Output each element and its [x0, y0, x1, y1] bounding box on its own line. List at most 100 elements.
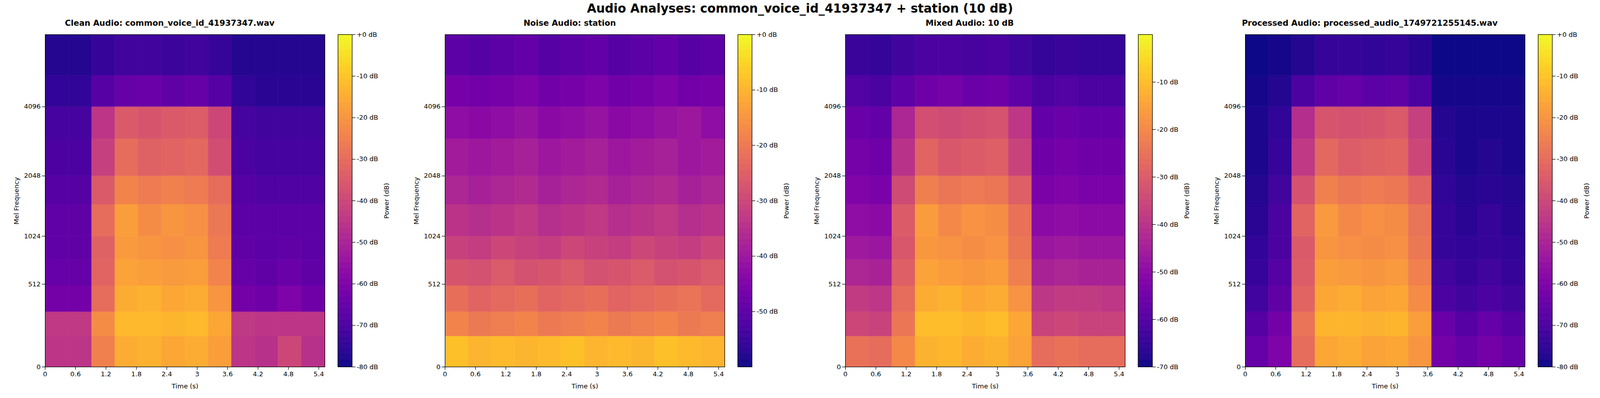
svg-text:2048: 2048: [424, 171, 441, 180]
svg-text:2048: 2048: [1223, 171, 1241, 180]
svg-text:1024: 1024: [24, 232, 41, 240]
svg-text:-60 dB: -60 dB: [1556, 279, 1579, 288]
svg-text:-20 dB: -20 dB: [756, 141, 779, 149]
svg-text:3.6: 3.6: [622, 370, 634, 378]
svg-text:0: 0: [836, 363, 841, 371]
svg-text:-50 dB: -50 dB: [1156, 268, 1179, 276]
svg-text:Time (s): Time (s): [171, 382, 199, 390]
svg-text:4.8: 4.8: [1483, 370, 1494, 378]
svg-text:3.6: 3.6: [1022, 370, 1034, 378]
svg-text:Power (dB): Power (dB): [782, 182, 791, 219]
svg-text:4096: 4096: [823, 102, 841, 111]
svg-text:512: 512: [828, 280, 841, 288]
svg-text:-40 dB: -40 dB: [756, 251, 779, 260]
svg-text:-20 dB: -20 dB: [1556, 113, 1579, 122]
svg-text:Time (s): Time (s): [971, 382, 999, 390]
svg-text:4096: 4096: [1223, 102, 1241, 111]
svg-text:0: 0: [1236, 363, 1241, 371]
svg-text:0: 0: [443, 370, 448, 378]
svg-text:1.2: 1.2: [100, 370, 112, 378]
svg-text:1.8: 1.8: [531, 370, 542, 378]
svg-text:+0 dB: +0 dB: [1556, 30, 1577, 39]
svg-text:-30 dB: -30 dB: [1156, 173, 1179, 181]
svg-text:-30 dB: -30 dB: [356, 155, 379, 163]
svg-text:1.8: 1.8: [931, 370, 942, 378]
svg-text:Mel Frequency: Mel Frequency: [412, 176, 421, 225]
svg-text:512: 512: [28, 280, 41, 288]
svg-text:1024: 1024: [823, 232, 841, 240]
svg-text:-10 dB: -10 dB: [356, 72, 379, 80]
svg-text:-70 dB: -70 dB: [1156, 363, 1179, 371]
svg-text:0.6: 0.6: [1270, 370, 1281, 378]
svg-text:-40 dB: -40 dB: [1156, 220, 1179, 229]
svg-text:2.4: 2.4: [561, 370, 573, 378]
svg-text:1.2: 1.2: [1300, 370, 1312, 378]
svg-text:1.2: 1.2: [500, 370, 512, 378]
svg-text:+0 dB: +0 dB: [756, 30, 778, 39]
svg-text:512: 512: [1228, 280, 1242, 288]
svg-text:0.6: 0.6: [470, 370, 482, 378]
svg-text:Power (dB): Power (dB): [1182, 182, 1191, 219]
svg-text:0: 0: [1243, 370, 1248, 378]
svg-text:-30 dB: -30 dB: [1556, 155, 1579, 163]
svg-text:3.6: 3.6: [1422, 370, 1433, 378]
svg-text:3: 3: [995, 370, 1000, 378]
svg-text:0: 0: [36, 363, 41, 371]
svg-text:-10 dB: -10 dB: [1156, 78, 1179, 86]
svg-text:4.2: 4.2: [1052, 370, 1064, 378]
svg-text:-80 dB: -80 dB: [1556, 363, 1579, 371]
svg-text:-40 dB: -40 dB: [1556, 196, 1579, 205]
svg-text:-20 dB: -20 dB: [1156, 125, 1179, 134]
svg-text:0: 0: [843, 370, 848, 378]
svg-text:0.6: 0.6: [870, 370, 882, 378]
svg-text:Power (dB): Power (dB): [382, 182, 391, 219]
svg-text:Mel Frequency: Mel Frequency: [812, 176, 820, 225]
svg-text:2048: 2048: [823, 171, 841, 180]
svg-text:Power (dB): Power (dB): [1582, 182, 1590, 219]
svg-text:512: 512: [428, 280, 441, 288]
svg-text:-10 dB: -10 dB: [756, 85, 779, 94]
svg-text:+0 dB: +0 dB: [356, 30, 378, 39]
svg-text:Time (s): Time (s): [571, 382, 599, 390]
svg-text:2.4: 2.4: [1361, 370, 1373, 378]
svg-text:1.8: 1.8: [1331, 370, 1343, 378]
svg-text:1.8: 1.8: [131, 370, 142, 378]
svg-text:5.4: 5.4: [313, 370, 325, 378]
svg-text:-80 dB: -80 dB: [356, 363, 379, 371]
svg-text:3: 3: [595, 370, 600, 378]
svg-text:4.2: 4.2: [1453, 370, 1464, 378]
svg-text:Time (s): Time (s): [1371, 382, 1399, 390]
svg-text:5.4: 5.4: [1513, 370, 1525, 378]
svg-text:4.2: 4.2: [652, 370, 664, 378]
svg-text:3: 3: [1395, 370, 1400, 378]
svg-text:-60 dB: -60 dB: [1156, 315, 1179, 324]
svg-text:0.6: 0.6: [70, 370, 81, 378]
svg-text:2.4: 2.4: [961, 370, 973, 378]
svg-text:-70 dB: -70 dB: [356, 321, 379, 329]
svg-text:-60 dB: -60 dB: [356, 279, 379, 288]
svg-text:4096: 4096: [424, 102, 441, 111]
svg-text:4.8: 4.8: [683, 370, 694, 378]
svg-text:4.2: 4.2: [252, 370, 264, 378]
svg-text:3: 3: [195, 370, 200, 378]
svg-text:5.4: 5.4: [1113, 370, 1125, 378]
svg-text:2.4: 2.4: [161, 370, 173, 378]
svg-text:-30 dB: -30 dB: [756, 196, 779, 205]
svg-text:4.8: 4.8: [283, 370, 294, 378]
svg-text:-70 dB: -70 dB: [1556, 321, 1579, 329]
svg-text:Mel Frequency: Mel Frequency: [1212, 176, 1221, 225]
svg-text:1024: 1024: [1223, 232, 1241, 240]
svg-text:4.8: 4.8: [1083, 370, 1095, 378]
svg-text:1024: 1024: [424, 232, 441, 240]
svg-text:4096: 4096: [24, 102, 41, 111]
svg-text:-20 dB: -20 dB: [356, 113, 379, 122]
svg-text:-50 dB: -50 dB: [756, 307, 779, 316]
svg-text:-40 dB: -40 dB: [356, 196, 379, 205]
svg-text:-10 dB: -10 dB: [1556, 72, 1579, 80]
svg-text:0: 0: [42, 370, 47, 378]
svg-text:3.6: 3.6: [222, 370, 234, 378]
svg-text:Mel Frequency: Mel Frequency: [12, 176, 21, 225]
svg-text:-50 dB: -50 dB: [1556, 238, 1579, 246]
svg-text:0: 0: [436, 363, 441, 371]
svg-text:2048: 2048: [24, 171, 41, 180]
